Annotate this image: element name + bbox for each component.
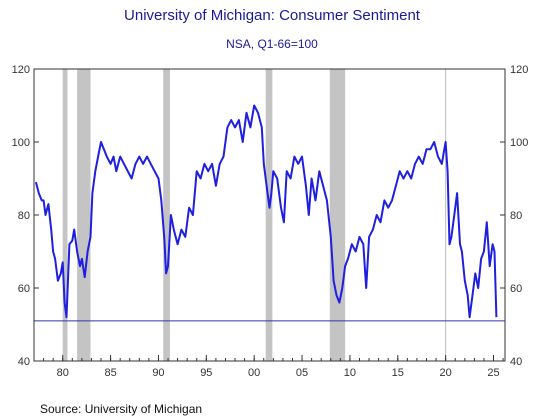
axes: 40 40 60 60 80 80 100 100 120 120 80 85 90 95 00 05 10 15… xyxy=(12,64,529,379)
recession-band-3 xyxy=(265,69,273,361)
y-tick-label-right: 120 xyxy=(510,64,528,76)
y-tick-label-left: 120 xyxy=(12,64,30,76)
x-tick-label: 80 xyxy=(57,367,69,379)
x-tick-label: 15 xyxy=(392,367,404,379)
recession-bands xyxy=(62,69,346,361)
series-layer xyxy=(34,104,498,319)
x-tick-label: 85 xyxy=(104,367,116,379)
series-line-0 xyxy=(34,104,498,319)
source-note: Source: University of Michigan xyxy=(40,402,202,416)
y-tick-label-right: 80 xyxy=(510,210,522,222)
y-tick-label-left: 60 xyxy=(18,283,30,295)
x-tick-label: 05 xyxy=(296,367,308,379)
y-tick-label-right: 40 xyxy=(510,356,522,368)
recession-band-0 xyxy=(62,69,68,361)
reference-lines xyxy=(34,69,505,361)
recession-band-2 xyxy=(163,69,170,361)
x-tick-label: 10 xyxy=(344,367,356,379)
chart-title: University of Michigan: Consumer Sentime… xyxy=(124,7,421,24)
x-tick-label: 00 xyxy=(248,367,260,379)
chart-subtitle: NSA, Q1-66=100 xyxy=(226,37,318,51)
y-tick-label-left: 100 xyxy=(12,137,30,149)
y-tick-label-right: 100 xyxy=(510,137,528,149)
recession-band-4 xyxy=(329,69,346,361)
x-tick-label: 25 xyxy=(487,367,499,379)
x-tick-label: 20 xyxy=(440,367,452,379)
x-tick-label: 95 xyxy=(200,367,212,379)
y-tick-label-left: 40 xyxy=(18,356,30,368)
recession-band-1 xyxy=(77,69,91,361)
y-tick-label-right: 60 xyxy=(510,283,522,295)
x-tick-label: 90 xyxy=(152,367,164,379)
y-tick-label-left: 80 xyxy=(18,210,30,222)
